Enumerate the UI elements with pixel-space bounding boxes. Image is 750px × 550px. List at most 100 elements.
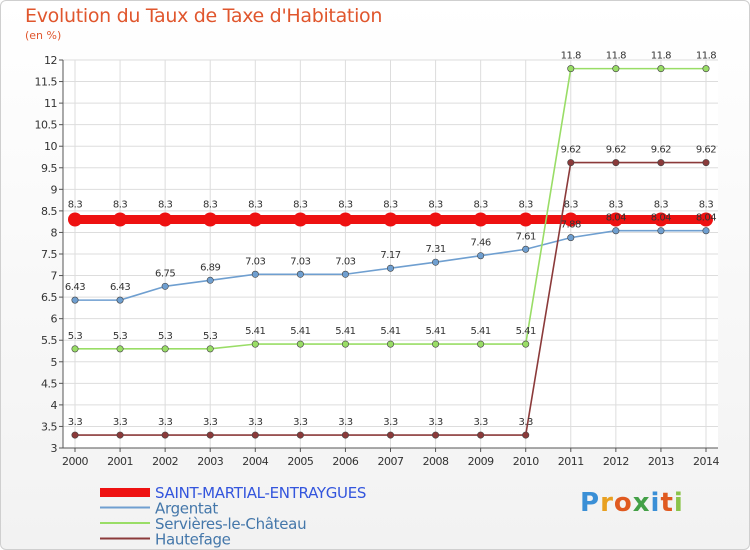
x-tick-label: 2006 — [332, 455, 358, 468]
y-tick-label: 10.5 — [35, 119, 58, 132]
data-point — [567, 65, 575, 73]
data-point — [161, 345, 169, 353]
data-label: 7.88 — [561, 220, 581, 231]
data-label: 8.04 — [651, 213, 671, 224]
data-label: 3.3 — [113, 417, 128, 428]
series — [68, 65, 713, 439]
data-label: 8.3 — [383, 200, 398, 211]
data-label: 8.3 — [338, 200, 353, 211]
data-label: 8.3 — [68, 200, 83, 211]
data-label: 5.41 — [380, 326, 400, 337]
y-tick-label: 9 — [51, 183, 58, 196]
data-label: 8.3 — [113, 200, 128, 211]
data-point — [251, 431, 259, 439]
y-tick-label: 5 — [51, 356, 58, 369]
data-label: 8.3 — [158, 200, 173, 211]
data-label: 8.3 — [248, 200, 263, 211]
data-label: 8.3 — [654, 200, 669, 211]
data-label: 9.62 — [651, 145, 671, 156]
data-point — [653, 212, 668, 227]
data-point — [522, 245, 530, 253]
data-label: 5.41 — [335, 326, 355, 337]
data-label: 9.62 — [606, 145, 626, 156]
data-point — [71, 431, 79, 439]
data-label: 8.3 — [473, 200, 488, 211]
data-label: 7.31 — [425, 244, 445, 255]
data-point — [206, 431, 214, 439]
data-point — [338, 212, 353, 227]
x-tick-label: 2007 — [378, 455, 404, 468]
x-tick-label: 2004 — [242, 455, 268, 468]
legend: SAINT-MARTIAL-ENTRAYGUESArgentatServière… — [100, 484, 366, 549]
data-point — [518, 212, 533, 227]
data-label: 8.3 — [428, 200, 443, 211]
legend-label: Argentat — [155, 500, 218, 518]
data-label: 3.3 — [428, 417, 443, 428]
data-point — [567, 234, 575, 242]
data-point — [341, 431, 349, 439]
data-label: 5.41 — [290, 326, 310, 337]
data-label: 6.43 — [65, 282, 85, 293]
brand-letter: x — [632, 488, 651, 518]
data-label: 3.3 — [203, 417, 218, 428]
x-tick-label: 2005 — [287, 455, 313, 468]
brand-letter: i — [650, 488, 661, 518]
data-point — [699, 212, 713, 227]
x-tick-label: 2008 — [423, 455, 449, 468]
data-label: 3.3 — [383, 417, 398, 428]
x-tick-label: 2011 — [558, 455, 584, 468]
data-labels: 8.3 8.3 8.3 8.3 8.3 8.3 8.3 8.3 8.3 8.3 8.3 8.3 8.3 8… — [65, 51, 717, 428]
data-point — [657, 65, 665, 73]
data-point — [612, 159, 620, 167]
data-label: 8.3 — [564, 200, 579, 211]
data-label: 8.3 — [519, 200, 534, 211]
data-label: 7.03 — [245, 256, 265, 267]
data-point — [657, 159, 665, 167]
data-label: 9.62 — [696, 145, 716, 156]
brand-logo: Proxiti — [580, 488, 684, 518]
data-point — [248, 212, 263, 227]
data-point — [341, 270, 349, 278]
y-tick-label: 6.5 — [41, 291, 57, 304]
data-point — [296, 431, 304, 439]
y-tick-label: 4 — [51, 399, 58, 412]
data-label: 5.3 — [113, 331, 128, 342]
x-tick-label: 2009 — [468, 455, 494, 468]
brand-letter: r — [600, 488, 614, 518]
legend-label: SAINT-MARTIAL-ENTRAYGUES — [155, 484, 366, 502]
data-point — [702, 65, 710, 73]
data-point — [477, 252, 485, 260]
data-label: 5.3 — [68, 331, 83, 342]
data-label: 8.04 — [606, 213, 626, 224]
chart-subtitle: (en %) — [25, 29, 62, 42]
x-tick-label: 2010 — [513, 455, 539, 468]
data-point — [477, 340, 485, 348]
data-point — [113, 212, 128, 227]
legend-swatch — [100, 488, 150, 497]
y-tick-label: 11.5 — [35, 76, 58, 89]
data-point — [296, 340, 304, 348]
data-point — [158, 212, 173, 227]
data-label: 3.3 — [158, 417, 173, 428]
grid — [63, 59, 718, 449]
data-point — [161, 431, 169, 439]
brand-letter: i — [673, 488, 684, 518]
data-label: 3.3 — [338, 417, 353, 428]
data-point — [386, 431, 394, 439]
x-tick-label: 2012 — [603, 455, 629, 468]
data-point — [612, 65, 620, 73]
data-point — [116, 296, 124, 304]
chart-title: Evolution du Taux de Taxe d'Habitation — [25, 5, 383, 27]
y-tick-label: 3.5 — [41, 420, 57, 433]
data-label: 5.41 — [245, 326, 265, 337]
data-point — [657, 227, 665, 235]
data-label: 11.8 — [606, 51, 626, 62]
y-tick-label: 9.5 — [41, 162, 57, 175]
data-point — [206, 276, 214, 284]
y-tick-label: 6 — [51, 313, 58, 326]
y-tick-label: 8.5 — [41, 205, 57, 218]
data-label: 8.3 — [609, 200, 624, 211]
x-tick-label: 2014 — [693, 455, 719, 468]
data-label: 7.03 — [290, 256, 310, 267]
data-label: 7.17 — [380, 250, 400, 261]
